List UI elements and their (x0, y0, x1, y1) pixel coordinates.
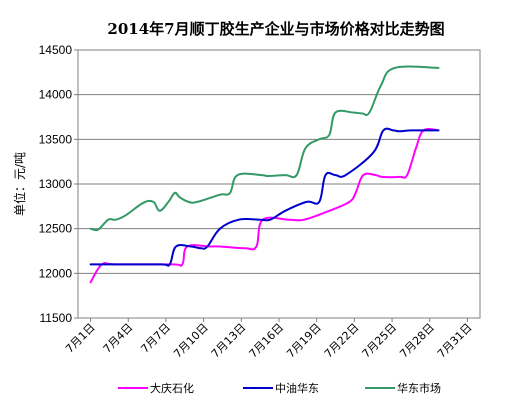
x-tick-label: 7月16日 (247, 321, 287, 361)
y-tick-label: 13500 (39, 132, 73, 146)
legend-label: 中油华东 (275, 381, 319, 395)
y-axis-label: 单位：元/吨 (12, 152, 27, 216)
series-lines (89, 65, 440, 284)
x-tick-label: 7月25日 (360, 321, 400, 361)
x-tick-label: 7月28日 (397, 321, 437, 361)
x-tick-label: 7月13日 (209, 321, 249, 361)
x-tick-label: 7月7日 (138, 321, 173, 356)
chart-title: 2014年7月顺丁胶生产企业与市场价格对比走势图 (107, 20, 444, 38)
y-axis-ticks: 11500 12000 12500 13000 13500 14000 14500 (39, 43, 78, 325)
y-tick-label: 14500 (39, 43, 73, 57)
legend-label: 大庆石化 (150, 381, 194, 395)
y-tick-label: 14000 (39, 88, 73, 102)
series-line-2 (89, 127, 440, 267)
y-tick-label: 12000 (39, 266, 73, 280)
legend-label: 华东市场 (397, 381, 441, 395)
y-tick-label: 12500 (39, 222, 73, 236)
legend: 大庆石化 中油华东 华东市场 (118, 381, 441, 395)
x-axis-ticks: 7月1日 7月4日 7月7日7月10日7月13日7月16日7月19日7月22日7月2… (63, 318, 475, 361)
gridlines (78, 94, 480, 274)
x-tick-label: 7月31日 (435, 321, 475, 361)
series-line-3 (89, 65, 440, 232)
x-tick-label: 7月1日 (63, 321, 98, 356)
series-line-1 (89, 127, 440, 284)
x-tick-label: 7月10日 (171, 321, 211, 361)
x-tick-label: 7月19日 (284, 321, 324, 361)
y-tick-label: 11500 (40, 311, 73, 325)
x-tick-label: 7月22日 (322, 321, 362, 361)
y-tick-label: 13000 (39, 177, 73, 191)
x-tick-label: 7月4日 (101, 321, 136, 356)
